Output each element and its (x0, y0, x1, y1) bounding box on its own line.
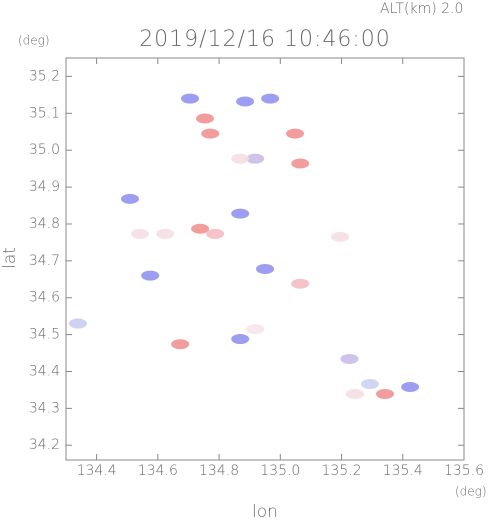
echo-cell (195, 113, 214, 124)
echo-cell (291, 278, 310, 289)
echo-cell (201, 128, 220, 139)
y-axis-label: lat (0, 247, 20, 269)
y-tick-label: 34.7 (29, 253, 60, 269)
echo-cell (340, 353, 359, 364)
x-unit: (deg) (455, 485, 487, 499)
echo-cell (231, 334, 250, 345)
altitude-label: ALT(km) 2.0 (380, 1, 463, 17)
y-tick-label: 34.5 (29, 327, 60, 343)
echo-cell (331, 231, 350, 242)
x-tick-label: 134.8 (199, 463, 239, 479)
y-tick-label: 35.1 (29, 105, 60, 121)
y-unit: (deg) (18, 34, 50, 48)
echo-cell (180, 93, 199, 104)
echo-cell (120, 193, 139, 204)
plot-frame (65, 57, 465, 461)
y-tick-label: 34.4 (29, 363, 60, 379)
y-tick-label: 34.6 (29, 290, 60, 306)
echo-cell (346, 388, 365, 399)
echo-cell (156, 228, 175, 239)
x-tick-label: 135.6 (444, 463, 484, 479)
echo-cell (246, 153, 265, 164)
y-tick-label: 35.0 (29, 142, 60, 158)
y-tick-label: 35.2 (29, 68, 60, 84)
echo-cell (191, 223, 210, 234)
chart-title: 2019/12/16 10:46:00 (139, 27, 391, 52)
echo-cell (236, 96, 255, 107)
echo-cell (231, 153, 250, 164)
y-tick-label: 34.9 (29, 179, 60, 195)
echo-cell (131, 228, 150, 239)
echo-cell (361, 379, 380, 390)
x-tick-label: 134.6 (138, 463, 178, 479)
echo-cell (261, 93, 280, 104)
echo-cell (291, 158, 310, 169)
x-axis-label: lon (252, 502, 278, 521)
echo-cell (141, 270, 160, 281)
echo-cell (231, 208, 250, 219)
y-tick-label: 34.3 (29, 400, 60, 416)
x-tick-label: 135.4 (383, 463, 423, 479)
x-tick-label: 134.4 (77, 463, 117, 479)
echo-cell (286, 128, 305, 139)
echo-cell (68, 318, 87, 329)
echo-cell (206, 228, 225, 239)
echo-cell (256, 263, 274, 274)
echo-cell (246, 324, 265, 335)
y-tick-label: 34.8 (29, 216, 60, 232)
echo-cell (376, 388, 395, 399)
x-tick-label: 135.0 (260, 463, 300, 479)
y-tick-label: 34.2 (29, 437, 60, 453)
x-tick-label: 135.2 (321, 463, 361, 479)
echo-cell (171, 339, 190, 350)
echo-cell (401, 381, 420, 392)
